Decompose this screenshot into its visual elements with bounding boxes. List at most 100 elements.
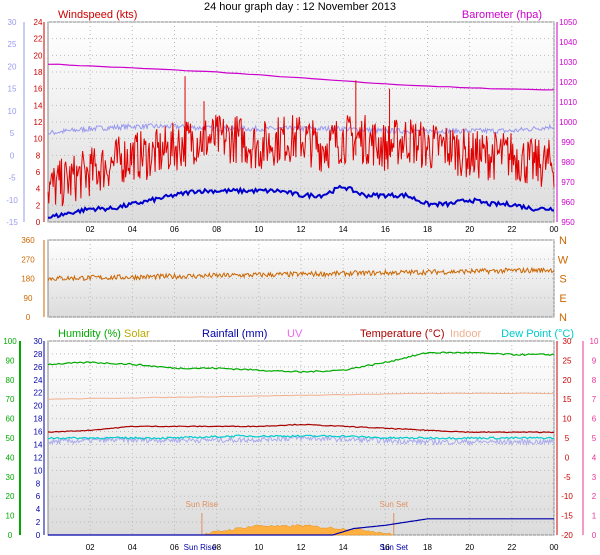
- avg-wind-line: [47, 184, 555, 219]
- uv-tick-label: 2: [592, 492, 597, 501]
- wind-tick-label: 8: [36, 151, 41, 160]
- wind-tick-label: 10: [34, 135, 43, 144]
- temp-tick-label: 0: [10, 151, 15, 160]
- compass-label: N: [559, 312, 567, 324]
- rain-tick-label: 12: [34, 453, 43, 462]
- dir-tick-label: 270: [21, 255, 35, 264]
- rain-tick-label: 6: [36, 492, 41, 501]
- wind-tick-label: 14: [34, 101, 43, 110]
- temp-tick-label: -20: [561, 531, 573, 540]
- temp-tick-label: -15: [6, 218, 18, 227]
- temp-tick-label: -10: [6, 196, 18, 205]
- temp-tick-label: 10: [8, 107, 17, 116]
- humidity-line: [47, 351, 555, 374]
- x-tick-label: 18: [423, 543, 432, 552]
- x-tick-label: 14: [339, 543, 348, 552]
- x-tick-label: 18: [423, 225, 432, 234]
- rain-tick-label: 28: [34, 350, 43, 359]
- dir-tick-label: 360: [21, 236, 35, 245]
- rain-tick-label: 30: [34, 337, 43, 346]
- x-tick-label: 06: [170, 225, 179, 234]
- wind-tick-label: 0: [36, 218, 41, 227]
- baro-tick-label: 950: [561, 218, 575, 227]
- rain-tick-label: 8: [36, 479, 41, 488]
- temp-tick-label: 25: [8, 40, 17, 49]
- wind-baro-panel: Windspeed (kts) Barometer (hpa) 24 22 20 18…: [6, 9, 577, 234]
- temp-tick-label: -5: [8, 174, 16, 183]
- temp-tick-label: 25: [563, 356, 572, 365]
- rainfall-label: Rainfall (mm): [202, 328, 267, 340]
- rain-tick-label: 4: [36, 505, 41, 514]
- indoor-label: Indoor: [450, 328, 482, 340]
- uv-tick-label: 9: [592, 356, 597, 365]
- dir-tick-label: 0: [26, 313, 31, 322]
- x-tick-label: 12: [297, 543, 306, 552]
- x-tick-label: 06: [170, 543, 179, 552]
- rain-tick-label: 18: [34, 415, 43, 424]
- x-tick-label: 00: [550, 225, 559, 234]
- humidity-tick-label: 30: [6, 473, 15, 482]
- solar-area: [201, 524, 395, 536]
- chart-title: 24 hour graph day : 12 November 2013: [204, 1, 396, 13]
- temp-tick-label: 20: [8, 62, 17, 71]
- temp-tick-label: -10: [561, 492, 573, 501]
- rain-tick-label: 14: [34, 440, 43, 449]
- dir-tick-label: 180: [21, 275, 35, 284]
- x-tick-label: 12: [297, 225, 306, 234]
- multi-panel: Humidity (%) Solar Rainfall (mm) UV Temp…: [3, 328, 599, 552]
- compass-label: W: [558, 254, 569, 266]
- temp-tick-label: 15: [8, 85, 17, 94]
- wind-tick-label: 4: [36, 185, 41, 194]
- baro-tick-label: 1000: [559, 118, 577, 127]
- wind-tick-label: 20: [34, 51, 43, 60]
- humidity-tick-label: 0: [8, 531, 13, 540]
- temp-tick-label: 30: [563, 337, 572, 346]
- baro-tick-label: 1020: [559, 78, 577, 87]
- humidity-tick-label: 50: [6, 434, 15, 443]
- windspeed-line: [47, 114, 555, 207]
- wind-tick-label: 24: [34, 18, 43, 27]
- temp-tick-label: 5: [565, 434, 570, 443]
- barometer-label: Barometer (hpa): [462, 9, 542, 21]
- humidity-tick-label: 20: [6, 492, 15, 501]
- wind-tick-label: 22: [34, 35, 43, 44]
- baro-tick-label: 960: [561, 198, 575, 207]
- x-tick-label: 20: [465, 225, 474, 234]
- temp-tick-label: 15: [563, 395, 572, 404]
- temp-tick-label: 10: [563, 415, 572, 424]
- temperature-label: Temperature (°C): [360, 328, 444, 340]
- uv-tick-label: 6: [592, 415, 597, 424]
- humidity-tick-label: 60: [6, 415, 15, 424]
- baro-tick-label: 970: [561, 178, 575, 187]
- baro-tick-label: 1030: [559, 58, 577, 67]
- rain-tick-label: 24: [34, 376, 43, 385]
- temp-tick-label: 0: [565, 453, 570, 462]
- windspeed-label: Windspeed (kts): [58, 9, 137, 21]
- x-tick-label: 22: [507, 543, 516, 552]
- uv-tick-label: 3: [592, 473, 597, 482]
- x-tick-label: 16: [381, 225, 390, 234]
- sunset-axis-label: Sun Set: [380, 543, 409, 552]
- x-tick-label: 22: [507, 225, 516, 234]
- x-tick-label: 02: [86, 225, 95, 234]
- uv-tick-label: 0: [592, 531, 597, 540]
- compass-label: S: [559, 274, 566, 286]
- rain-tick-label: 16: [34, 428, 43, 437]
- x-tick-label: 04: [128, 225, 137, 234]
- sunrise-label: Sun Rise: [186, 500, 219, 509]
- uv-tick-label: 1: [592, 512, 597, 521]
- x-tick-label: 02: [86, 543, 95, 552]
- uv-tick-label: 4: [592, 453, 597, 462]
- wind-tick-label: 12: [34, 118, 43, 127]
- humidity-tick-label: 10: [6, 512, 15, 521]
- dewpoint-line: [47, 434, 555, 440]
- x-tick-label: 10: [254, 225, 263, 234]
- indoor-temp-line: [47, 392, 555, 400]
- dir-tick-label: 90: [24, 294, 33, 303]
- compass-label: E: [559, 293, 566, 305]
- wind-tick-label: 18: [34, 68, 43, 77]
- rain-tick-label: 22: [34, 389, 43, 398]
- temp-tick-label: -15: [561, 512, 573, 521]
- baro-tick-label: 990: [561, 138, 575, 147]
- wind-tick-label: 6: [36, 168, 41, 177]
